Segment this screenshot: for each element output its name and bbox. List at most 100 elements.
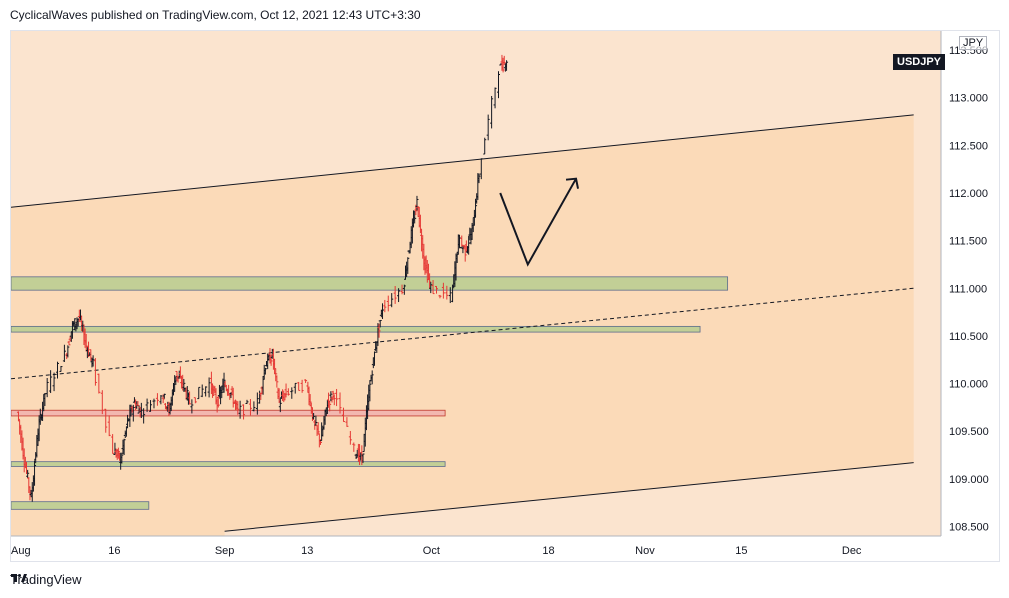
candle xyxy=(335,388,339,407)
candle xyxy=(263,367,267,375)
y-tick-label: 108.500 xyxy=(949,521,989,533)
x-tick-label: Sep xyxy=(215,545,235,557)
candle xyxy=(252,401,256,412)
candle xyxy=(242,404,246,420)
candle xyxy=(286,388,290,396)
zone-resistance-red xyxy=(11,409,446,417)
candle xyxy=(330,396,334,403)
candle xyxy=(368,380,372,402)
x-tick-label: 15 xyxy=(735,545,747,557)
footer: TradingView xyxy=(10,572,82,587)
price-chart[interactable]: 113.000 112.500 112.000 111.500 111.000 110.5… xyxy=(11,31,1000,562)
zone-lower-support xyxy=(11,461,446,467)
candle xyxy=(16,411,20,422)
candle xyxy=(149,400,153,412)
candle xyxy=(255,392,259,415)
candle xyxy=(393,286,397,304)
candle xyxy=(107,415,111,437)
candle xyxy=(87,341,91,358)
candle xyxy=(155,393,159,406)
candle xyxy=(193,397,197,404)
candle xyxy=(290,387,294,399)
candle xyxy=(386,295,390,312)
channel-upper-line xyxy=(11,114,914,208)
x-tick-label: Oct xyxy=(423,545,440,557)
candle xyxy=(162,393,166,399)
candle xyxy=(207,377,211,398)
candle xyxy=(248,399,252,416)
y-tick-label: 109.000 xyxy=(949,474,989,486)
x-tick-label: 18 xyxy=(542,545,554,557)
candle xyxy=(197,386,201,400)
candle xyxy=(372,351,376,366)
y-tick-label: 111.000 xyxy=(949,283,987,295)
candle xyxy=(390,293,394,308)
candle xyxy=(441,282,445,299)
candle xyxy=(73,318,77,331)
candle xyxy=(26,469,30,479)
candle xyxy=(245,399,249,405)
candle xyxy=(300,379,304,393)
candle xyxy=(278,398,282,413)
currency-badge: JPY xyxy=(959,36,988,50)
candle xyxy=(97,373,101,394)
candle xyxy=(274,368,278,382)
candle xyxy=(100,390,104,415)
candle xyxy=(479,158,483,180)
candle xyxy=(502,55,506,66)
tradingview-logo-icon xyxy=(11,574,27,582)
candle xyxy=(348,430,352,445)
candle xyxy=(331,390,335,400)
candle xyxy=(293,382,297,394)
candle xyxy=(59,365,63,372)
candle xyxy=(275,375,279,388)
candle xyxy=(460,235,464,247)
candle xyxy=(418,214,422,234)
candle xyxy=(67,340,71,346)
zone-mid-support xyxy=(11,325,701,333)
x-tick-label: 16 xyxy=(108,545,120,557)
candle xyxy=(448,287,452,304)
candle xyxy=(126,414,130,429)
candle xyxy=(261,376,265,395)
channel-fill xyxy=(11,114,914,536)
candle xyxy=(93,358,97,386)
candle xyxy=(329,391,333,402)
candle xyxy=(413,210,417,224)
x-tick-label: Aug xyxy=(11,545,31,557)
candle xyxy=(216,395,220,408)
candle xyxy=(352,442,356,452)
candle xyxy=(497,71,501,99)
candle xyxy=(406,257,410,274)
candle xyxy=(338,392,342,414)
candle xyxy=(188,391,192,405)
x-tick-label: Nov xyxy=(635,545,655,557)
candle xyxy=(445,285,449,300)
candle xyxy=(428,273,432,289)
candle xyxy=(284,383,288,398)
candle xyxy=(91,355,95,367)
candle xyxy=(222,372,226,393)
candle xyxy=(62,344,66,363)
candle xyxy=(66,345,70,358)
chart-frame[interactable]: 113.000 112.500 112.000 111.500 111.000 110.5… xyxy=(10,30,1000,562)
candle xyxy=(438,294,442,299)
projection-path xyxy=(499,178,577,267)
candle xyxy=(204,386,208,397)
candle xyxy=(236,401,240,415)
candle xyxy=(501,57,505,73)
candle xyxy=(310,407,314,422)
candle xyxy=(136,401,140,407)
candle xyxy=(142,408,146,424)
candle xyxy=(308,394,312,407)
candle xyxy=(52,372,56,392)
candles xyxy=(16,54,509,502)
candle xyxy=(84,333,88,352)
candle xyxy=(378,319,382,328)
candle xyxy=(402,284,406,295)
candle xyxy=(505,60,509,71)
candle xyxy=(361,453,365,463)
candle xyxy=(182,378,186,392)
candle xyxy=(397,288,401,303)
projection-arrowhead xyxy=(565,177,580,189)
